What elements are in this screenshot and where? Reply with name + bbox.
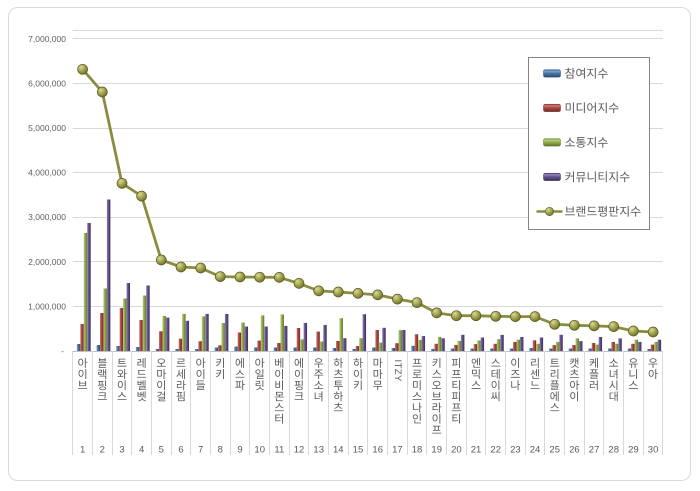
svg-text:1,000,000: 1,000,000 [28,301,66,311]
svg-text:19: 19 [431,445,442,456]
svg-text:2,000,000: 2,000,000 [28,257,66,267]
svg-text:14: 14 [333,445,344,456]
svg-text:21: 21 [471,445,482,456]
svg-text:29: 29 [628,445,639,456]
svg-text:18: 18 [412,445,423,456]
svg-text:6,000,000: 6,000,000 [28,78,66,88]
svg-text:3: 3 [119,445,124,456]
svg-text:7,000,000: 7,000,000 [28,34,66,44]
svg-text:7: 7 [198,445,203,456]
svg-text:10: 10 [254,445,265,456]
svg-text:13: 13 [313,445,324,456]
svg-text:4,000,000: 4,000,000 [28,168,66,178]
svg-text:ITZY: ITZY [392,360,403,382]
svg-text:30: 30 [648,445,659,456]
svg-text:26: 26 [569,445,580,456]
svg-text:17: 17 [392,445,403,456]
svg-text:27: 27 [589,445,600,456]
svg-text:5: 5 [159,445,164,456]
svg-text:4: 4 [139,445,144,456]
svg-text:23: 23 [510,445,521,456]
svg-text:3,000,000: 3,000,000 [28,212,66,222]
svg-text:5,000,000: 5,000,000 [28,123,66,133]
svg-text:11: 11 [274,445,284,456]
svg-text:24: 24 [530,445,541,456]
svg-text:9: 9 [237,445,242,456]
svg-text:20: 20 [451,445,462,456]
svg-text:15: 15 [353,445,364,456]
svg-text:6: 6 [178,445,183,456]
svg-text:28: 28 [608,445,619,456]
svg-text:12: 12 [294,445,305,456]
svg-text:16: 16 [372,445,383,456]
svg-text:2: 2 [100,445,105,456]
svg-text:1: 1 [80,445,85,456]
svg-text:-: - [61,346,64,356]
svg-text:25: 25 [549,445,560,456]
svg-text:8: 8 [218,445,223,456]
svg-text:22: 22 [490,445,501,456]
